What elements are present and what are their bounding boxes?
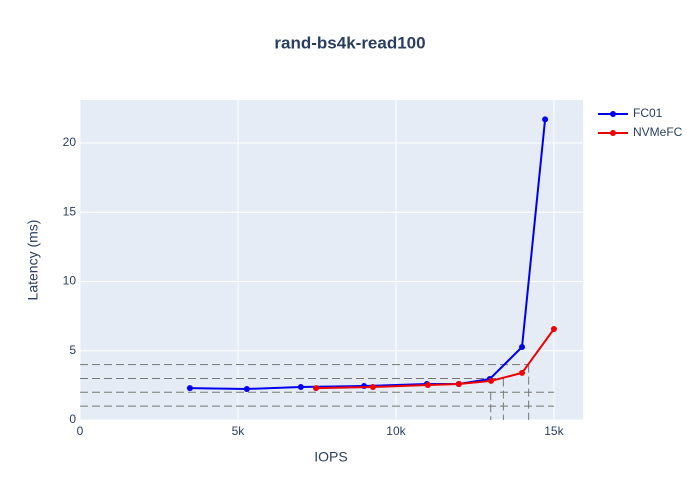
y-axis-title: Latency (ms) [25, 220, 41, 301]
x-tick-label: 5k [232, 424, 246, 438]
point [519, 343, 526, 350]
legend-label: FC01 [633, 106, 663, 120]
y-tick-label: 15 [63, 204, 77, 218]
legend-marker [610, 111, 616, 117]
point [297, 384, 304, 391]
y-tick-label: 5 [69, 343, 76, 357]
point [186, 385, 193, 392]
point [369, 384, 376, 391]
point [455, 380, 462, 387]
point [424, 381, 431, 388]
x-tick-label: 0 [77, 424, 84, 438]
point [550, 325, 557, 332]
point [519, 369, 526, 376]
point [313, 385, 320, 392]
y-tick-label: 0 [69, 412, 76, 426]
plot-area [80, 100, 583, 420]
point [243, 385, 250, 392]
chart-title: rand-bs4k-read100 [274, 33, 425, 52]
legend-marker [610, 130, 616, 136]
y-tick-label: 20 [63, 135, 77, 149]
y-tick-label: 10 [63, 274, 77, 288]
legend-label: NVMeFC [633, 125, 683, 139]
x-tick-label: 15k [544, 424, 564, 438]
point [542, 116, 549, 123]
x-axis-title: IOPS [314, 449, 347, 465]
x-tick-label: 10k [386, 424, 406, 438]
point [488, 377, 495, 384]
